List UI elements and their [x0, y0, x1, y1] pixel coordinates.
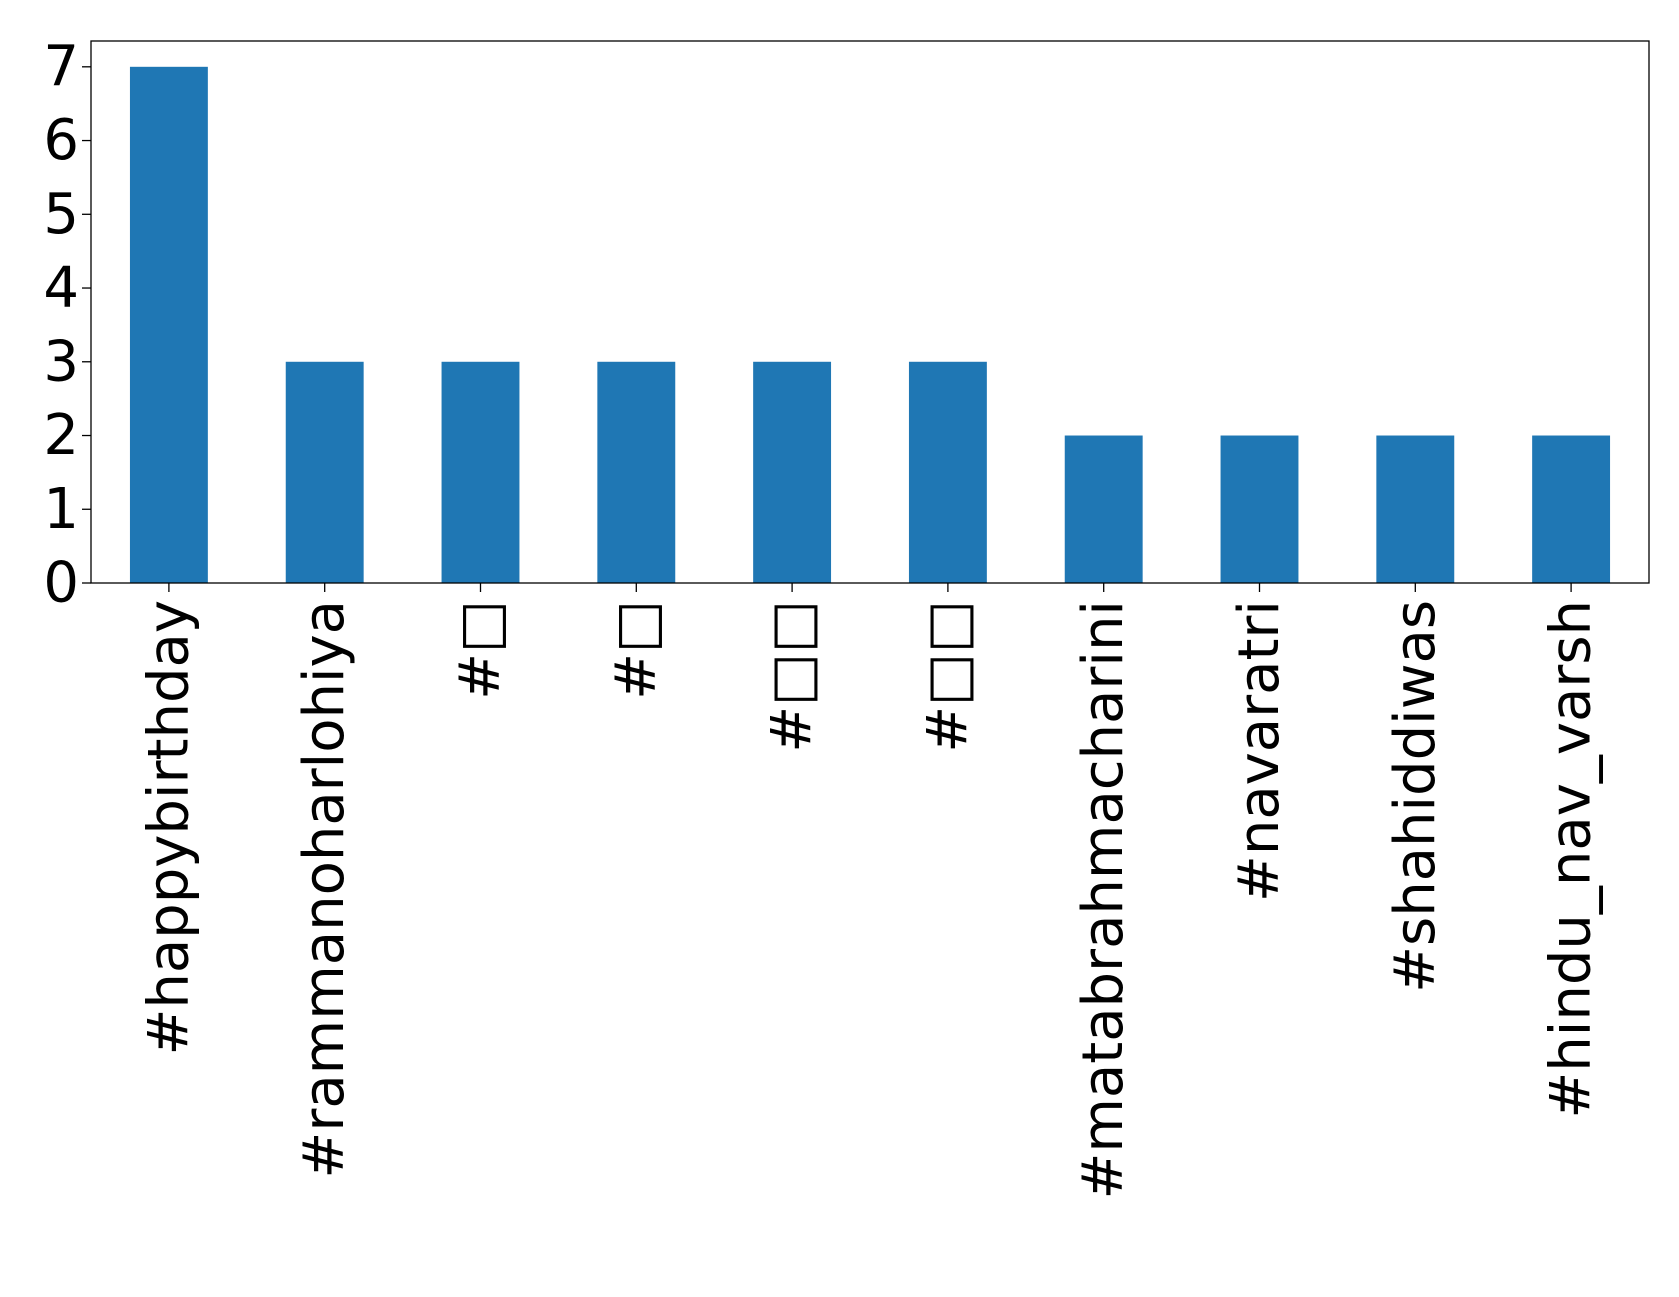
- x-tick-label: #□□: [760, 600, 825, 753]
- y-tick-label: 3: [43, 329, 79, 394]
- bar: [597, 362, 675, 583]
- x-axis: #happybirthday #rammanoharlohiya #□ #□ #□□ #□…: [136, 583, 1603, 1200]
- bar: [1065, 436, 1143, 583]
- x-tick-label: #□: [604, 600, 669, 700]
- y-axis: 0 1 2 3 4 5 6 7: [43, 34, 91, 615]
- bar: [442, 362, 520, 583]
- bar: [286, 362, 364, 583]
- bars-group: [130, 67, 1610, 583]
- y-tick-label: 6: [43, 108, 79, 173]
- y-tick-label: 2: [43, 403, 79, 468]
- x-tick-label: #□□: [915, 600, 980, 753]
- x-tick-label: #hindu_nav_varsh: [1539, 600, 1604, 1119]
- y-tick-label: 5: [43, 182, 79, 247]
- y-tick-label: 1: [43, 477, 79, 542]
- bar: [1221, 436, 1299, 583]
- y-tick-label: 4: [43, 256, 79, 321]
- x-tick-label: #rammanoharlohiya: [292, 600, 357, 1179]
- bar: [130, 67, 208, 583]
- x-tick-label: #happybirthday: [136, 600, 201, 1056]
- bar: [909, 362, 987, 583]
- x-tick-label: #navaratri: [1227, 600, 1292, 902]
- x-tick-label: #shahiddiwas: [1383, 600, 1448, 993]
- y-tick-label: 0: [43, 551, 79, 616]
- bar: [753, 362, 831, 583]
- x-tick-label: #matabrahmacharini: [1071, 600, 1136, 1200]
- bar: [1532, 436, 1610, 583]
- y-tick-label: 7: [43, 34, 79, 99]
- bar: [1376, 436, 1454, 583]
- x-tick-label: #□: [448, 600, 513, 700]
